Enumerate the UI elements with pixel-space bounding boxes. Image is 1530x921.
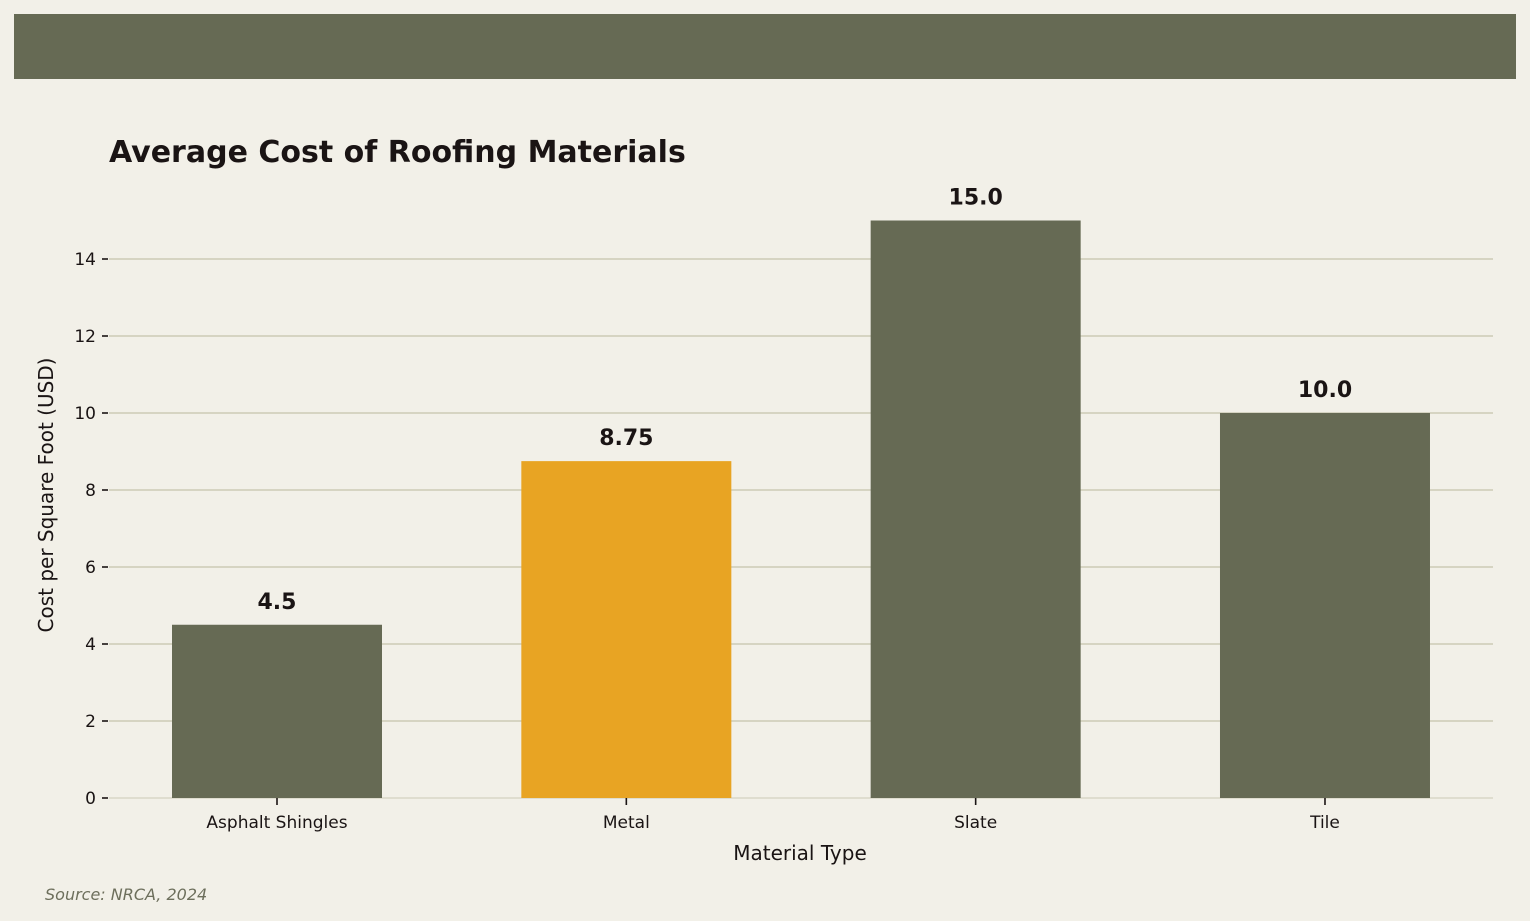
bar-value-label: 4.5 bbox=[258, 590, 297, 615]
x-tick-label: Tile bbox=[1309, 813, 1340, 833]
bar-slate bbox=[870, 220, 1081, 798]
y-tick-label: 0 bbox=[85, 789, 96, 809]
bar-asphalt-shingles bbox=[172, 624, 382, 798]
bar-value-label: 10.0 bbox=[1298, 378, 1352, 403]
x-axis: Asphalt Shingles Metal Slate Tile bbox=[206, 798, 1340, 833]
y-axis: 0 2 4 6 8 10 12 14 bbox=[74, 250, 108, 809]
y-tick-label: 2 bbox=[85, 712, 96, 732]
y-tick-label: 10 bbox=[74, 404, 96, 424]
bar-value-label: 8.75 bbox=[599, 426, 653, 451]
y-axis-title: Cost per Square Foot (USD) bbox=[34, 358, 58, 633]
header-band bbox=[14, 14, 1516, 79]
y-tick-label: 12 bbox=[74, 327, 96, 347]
bar-metal bbox=[521, 461, 732, 798]
y-tick-label: 8 bbox=[85, 481, 96, 501]
x-tick-label: Asphalt Shingles bbox=[206, 813, 347, 833]
bar-value-labels: 4.5 8.75 15.0 10.0 bbox=[258, 186, 1353, 615]
y-tick-label: 4 bbox=[85, 635, 96, 655]
x-axis-title: Material Type bbox=[733, 841, 867, 865]
bars bbox=[172, 220, 1430, 798]
x-tick-label: Slate bbox=[954, 813, 997, 833]
y-tick-label: 6 bbox=[85, 558, 96, 578]
bar-tile bbox=[1219, 413, 1430, 798]
y-tick-label: 14 bbox=[74, 250, 96, 270]
x-tick-label: Metal bbox=[603, 813, 650, 833]
chart-title: Average Cost of Roofing Materials bbox=[109, 135, 686, 170]
source-note: Source: NRCA, 2024 bbox=[45, 885, 208, 904]
bar-value-label: 15.0 bbox=[949, 186, 1003, 211]
